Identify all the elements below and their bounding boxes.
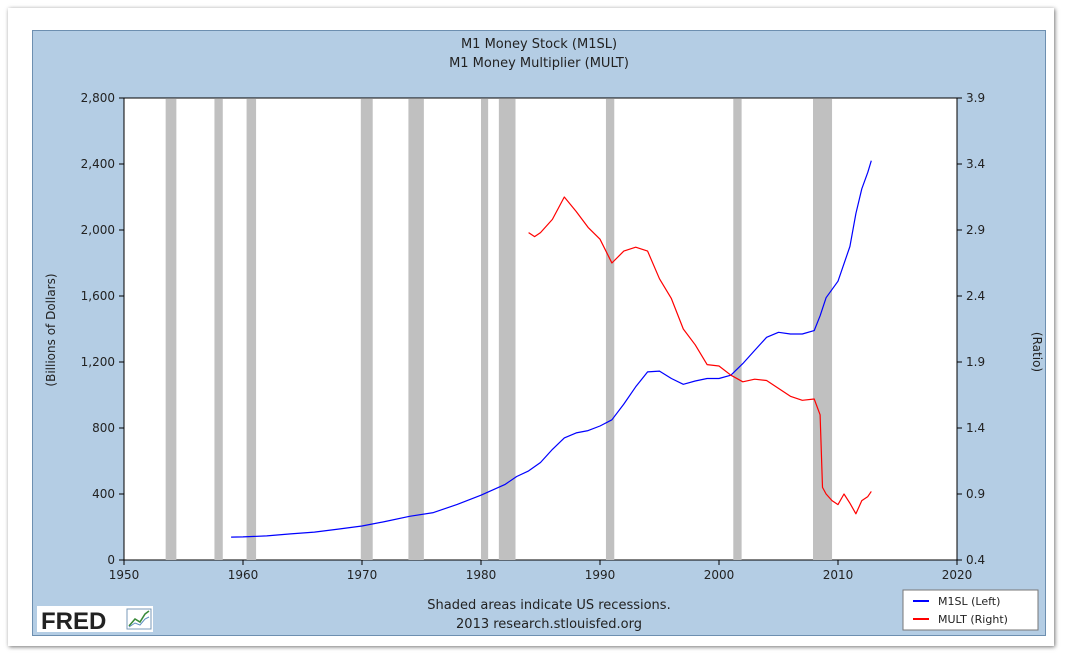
y-right-tick-label: 1.4 [966,421,985,435]
y-left-tick-label: 2,400 [81,157,115,171]
legend-label-mult: MULT (Right) [938,613,1008,626]
chart-frame: M1 Money Stock (M1SL) M1 Money Multiplie… [8,8,1054,646]
y-right-tick-label: 3.4 [966,157,985,171]
x-tick-label: 1990 [585,568,616,582]
y-left-tick-label: 800 [92,421,115,435]
recession-band [408,99,424,560]
recession-band [246,99,257,560]
legend-label-m1sl: M1SL (Left) [938,595,1000,608]
source-credit: 2013 research.stlouisfed.org [456,617,642,632]
series-line-m1sl [231,160,872,538]
x-tick-label: 1950 [109,568,140,582]
chart-subtitle: M1 Money Multiplier (MULT) [449,56,629,71]
y-left-tick-label: 0 [107,553,115,567]
series-line-mult [528,196,872,515]
y-right-tick-label: 2.9 [966,223,985,237]
recession-band [733,99,742,560]
y-left-tick-label: 1,600 [81,289,115,303]
x-tick-label: 1980 [466,568,497,582]
recession-band [360,99,373,560]
y-left-tick-label: 1,200 [81,355,115,369]
y-right-tick-label: 1.9 [966,355,985,369]
recession-band [605,99,615,560]
y-right-tick-label: 2.4 [966,289,985,303]
recession-footnote: Shaded areas indicate US recessions. [427,598,670,613]
chart-svg: M1 Money Stock (M1SL) M1 Money Multiplie… [37,37,1044,635]
y-left-tick-label: 2,800 [81,91,115,105]
recession-band [813,99,833,560]
y-left-tick-label: 400 [92,487,115,501]
fred-logo: FRED [37,606,153,635]
fred-logo-graph-icon [126,608,152,630]
chart-panel: M1 Money Stock (M1SL) M1 Money Multiplie… [32,30,1046,636]
x-tick-label: 2010 [823,568,854,582]
y-right-tick-label: 3.9 [966,91,985,105]
recession-band [481,99,489,560]
x-tick-label: 2000 [704,568,735,582]
legend: M1SL (Left) MULT (Right) [902,589,1039,631]
x-tick-label: 2020 [942,568,973,582]
y-axis-left-label: (Billions of Dollars) [44,273,58,386]
x-tick-label: 1970 [347,568,378,582]
legend-box [902,589,1039,631]
y-right-tick-label: 0.9 [966,487,985,501]
y-right-tick-label: 0.4 [966,553,985,567]
recession-band [498,99,516,560]
x-tick-label: 1960 [228,568,259,582]
fred-logo-text: FRED [41,608,106,635]
y-axis-right-label: (Ratio) [1030,332,1044,372]
y-left-tick-label: 2,000 [81,223,115,237]
recession-band [165,99,177,560]
chart-title: M1 Money Stock (M1SL) [461,37,617,52]
recession-band [214,99,223,560]
